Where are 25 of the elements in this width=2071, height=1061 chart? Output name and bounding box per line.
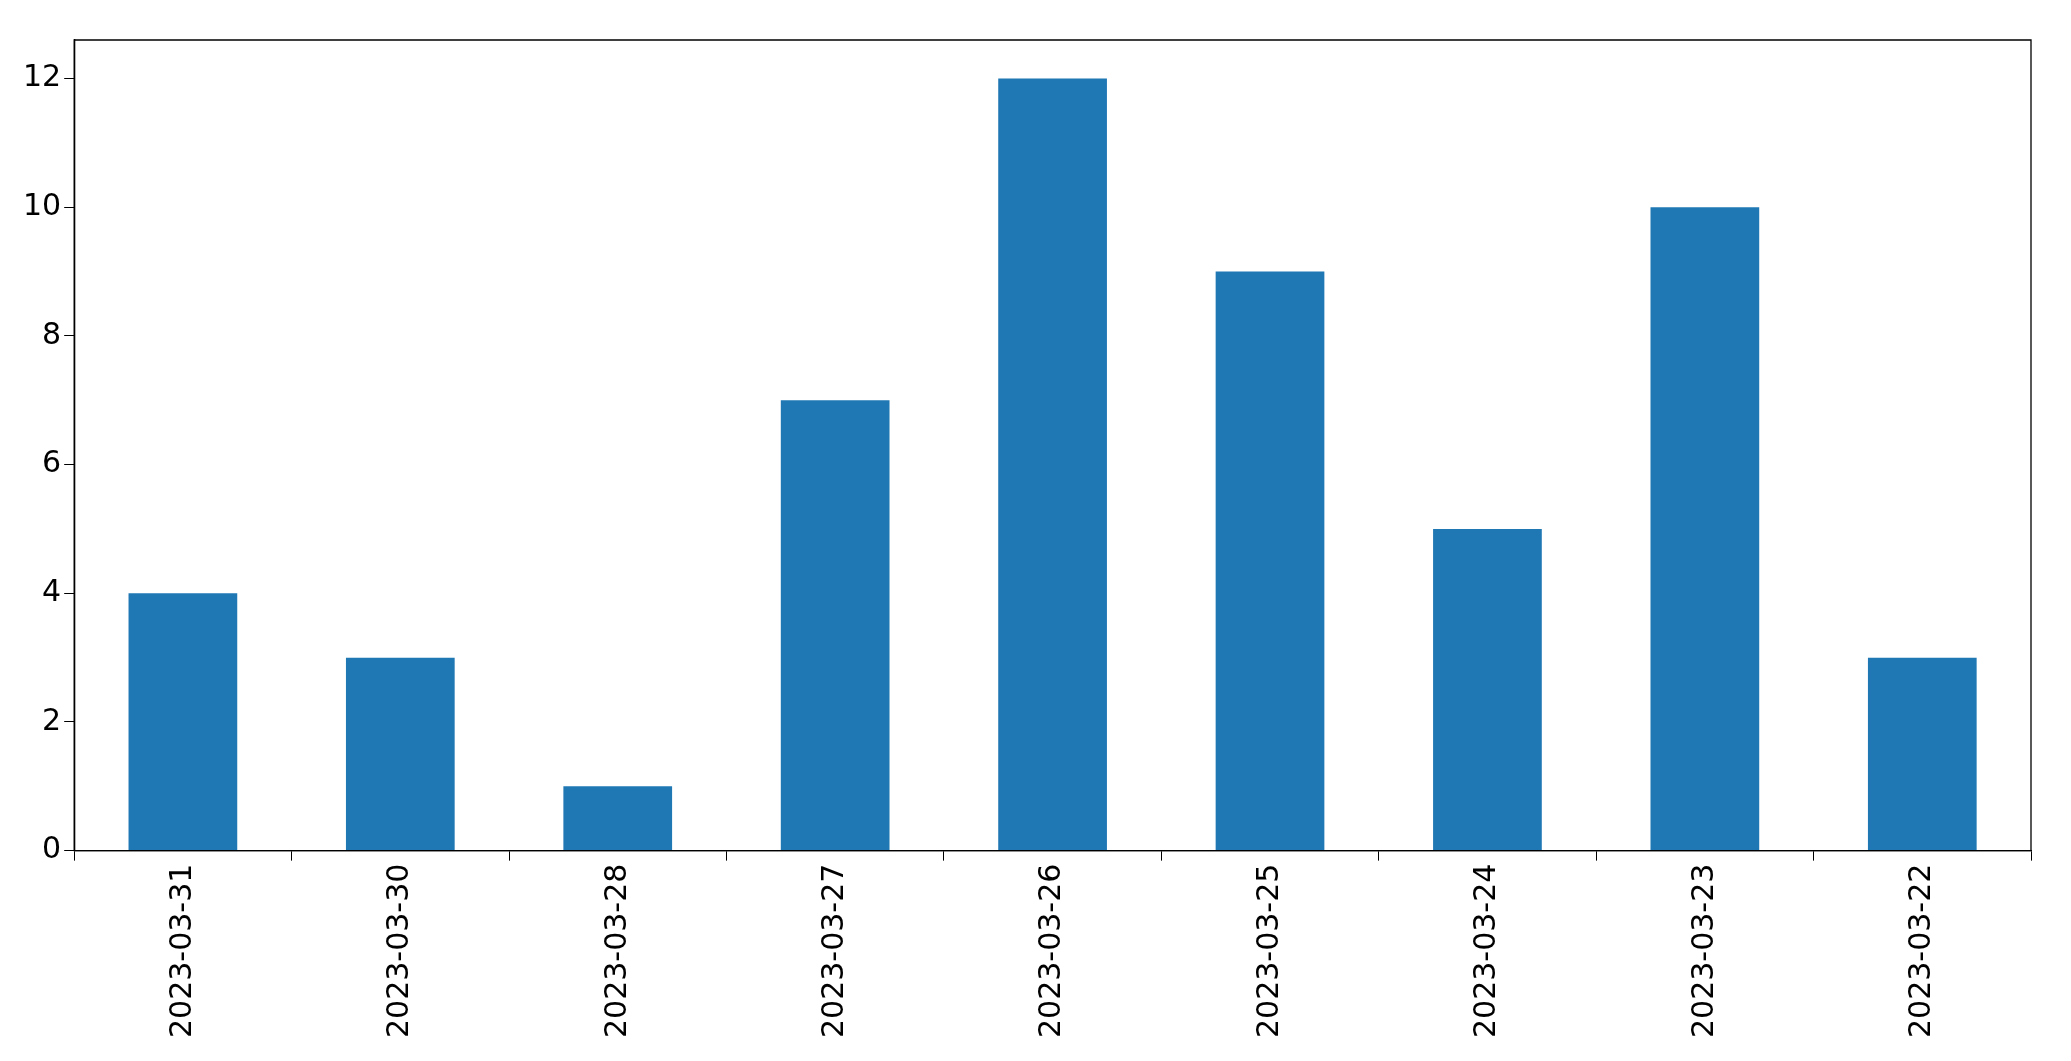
bar	[780, 400, 890, 851]
y-tick-label: 8	[42, 315, 62, 351]
bar	[1650, 207, 1760, 851]
x-tick-label: 2023-03-26	[1032, 863, 1068, 1039]
y-tick-label: 2	[42, 701, 62, 737]
x-tick-label: 2023-03-27	[814, 863, 850, 1039]
y-tick-label: 0	[42, 830, 62, 866]
bar	[563, 786, 673, 851]
y-tick-label: 12	[22, 58, 62, 94]
bar	[1215, 271, 1325, 851]
bar	[1433, 528, 1542, 851]
bar	[345, 657, 455, 851]
x-tick-label: 2023-03-30	[380, 863, 416, 1039]
x-tick-label: 2023-03-24	[1467, 863, 1503, 1039]
y-tick-label: 4	[42, 573, 62, 609]
y-tick-label: 6	[42, 444, 62, 480]
bar	[1867, 657, 1977, 851]
x-tick-label: 2023-03-22	[1902, 863, 1938, 1039]
x-tick-label: 2023-03-31	[162, 863, 198, 1039]
bar	[998, 78, 1107, 851]
x-tick-label: 2023-03-25	[1249, 863, 1285, 1039]
x-tick-label: 2023-03-28	[597, 863, 633, 1039]
bar	[128, 593, 238, 851]
x-tick-label: 2023-03-23	[1684, 863, 1720, 1039]
y-tick-label: 10	[22, 187, 62, 223]
